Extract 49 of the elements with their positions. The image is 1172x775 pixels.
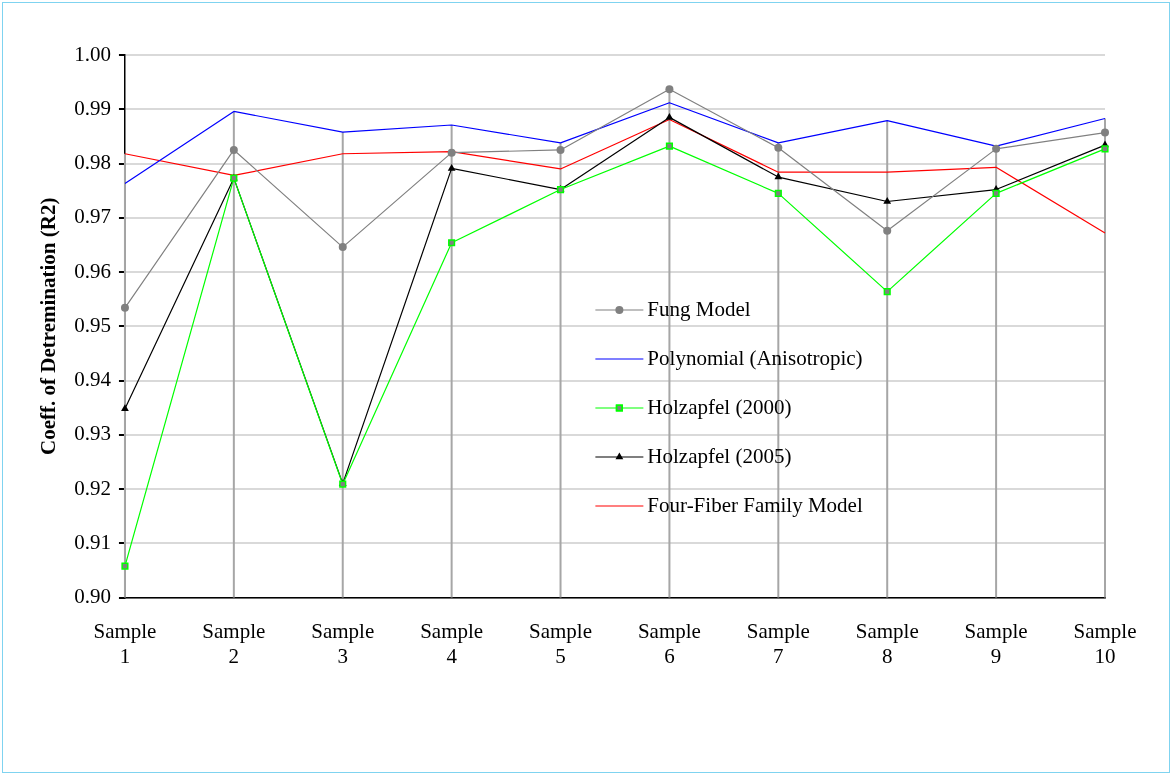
point — [774, 143, 783, 152]
point — [665, 112, 674, 120]
x-tick-label: Sample 3 — [311, 618, 375, 668]
legend-label: Holzapfel (2000) — [647, 394, 792, 419]
point — [338, 243, 347, 252]
y-tick-label: 0.94 — [74, 367, 112, 392]
x-tick-label: Sample 1 — [93, 618, 157, 668]
point — [448, 239, 456, 247]
x-tick-label: Sample 6 — [637, 618, 701, 668]
legend-label: Holzapfel (2005) — [647, 443, 792, 468]
y-tick-label: 0.99 — [74, 95, 111, 120]
point — [121, 404, 129, 412]
point — [774, 172, 783, 180]
point — [665, 85, 674, 94]
legend-label: Polynomial (Anisotropic) — [647, 345, 863, 370]
y-tick-label: 0.95 — [74, 312, 111, 337]
point — [121, 562, 129, 570]
x-tick-label: Sample 10 — [1073, 618, 1137, 668]
point — [665, 142, 673, 150]
point — [992, 144, 1001, 153]
point — [447, 163, 456, 171]
point — [120, 303, 129, 312]
y-tick-label: 0.92 — [74, 475, 111, 500]
point — [1101, 145, 1109, 153]
x-tick-label: Sample 9 — [964, 618, 1028, 668]
x-tick-label: Sample 7 — [746, 618, 810, 668]
point — [774, 189, 782, 197]
point — [883, 226, 892, 235]
x-tick-label: Sample 8 — [855, 618, 919, 668]
x-tick-label: Sample 4 — [420, 618, 484, 668]
x-tick-label: Sample 2 — [202, 618, 266, 668]
y-tick-label: 0.98 — [74, 150, 111, 175]
y-tick-label: 0.97 — [74, 204, 111, 229]
y-tick-label: 0.90 — [74, 584, 111, 609]
point — [447, 148, 456, 157]
point — [229, 145, 238, 154]
legend-label: Fung Model — [647, 296, 751, 321]
legend-label: Four-Fiber Family Model — [647, 492, 863, 517]
point — [883, 288, 891, 296]
x-tick-label: Sample 5 — [529, 618, 593, 668]
y-tick-label: 0.96 — [74, 258, 111, 283]
point — [1101, 128, 1109, 137]
point — [556, 145, 565, 154]
point — [883, 197, 892, 204]
y-axis-title: Coeff. of Detremination (R2) — [36, 197, 61, 455]
y-tick-label: 0.93 — [74, 421, 111, 446]
y-tick-label: 1.00 — [74, 41, 111, 66]
point — [992, 189, 1000, 197]
y-tick-label: 0.91 — [74, 529, 111, 554]
